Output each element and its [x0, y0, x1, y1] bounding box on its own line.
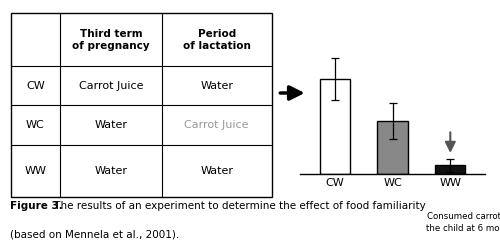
Text: Water: Water — [200, 166, 233, 176]
Text: Third term
of pregnancy: Third term of pregnancy — [72, 29, 150, 51]
Bar — [436, 165, 466, 174]
Text: Period
of lactation: Period of lactation — [183, 29, 250, 51]
Text: Carrot Juice: Carrot Juice — [78, 81, 143, 91]
Text: CW: CW — [26, 81, 45, 91]
Text: Water: Water — [94, 120, 128, 130]
Text: The results of an experiment to determine the effect of food familiarity: The results of an experiment to determin… — [51, 201, 426, 211]
Text: Water: Water — [94, 166, 128, 176]
Text: Carrot Juice: Carrot Juice — [184, 120, 249, 130]
Text: WW: WW — [24, 166, 46, 176]
Text: (based on Mennela et al., 2001).: (based on Mennela et al., 2001). — [10, 229, 179, 239]
Text: Figure 3.: Figure 3. — [10, 201, 63, 211]
Text: WC: WC — [26, 120, 45, 130]
Text: Water: Water — [200, 81, 233, 91]
Text: Consumed carrot cereal by
the child at 6 month of age: Consumed carrot cereal by the child at 6… — [426, 212, 500, 233]
Bar — [320, 79, 350, 174]
Bar — [378, 121, 408, 174]
